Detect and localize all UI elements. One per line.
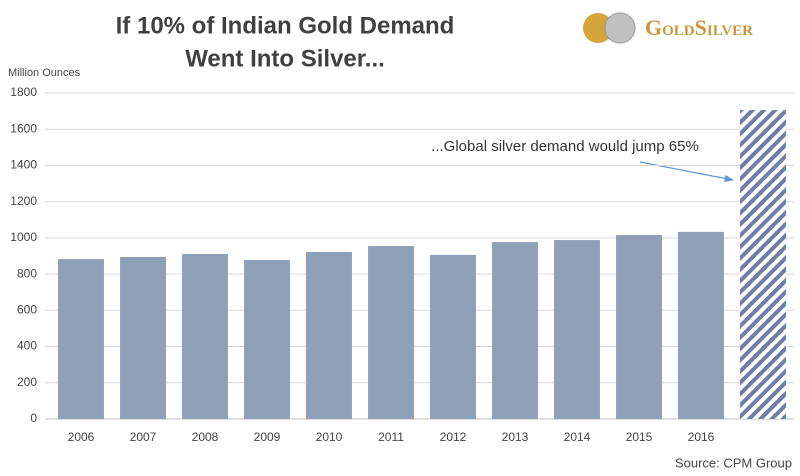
x-tick-label: 2011 (378, 430, 404, 444)
y-tick-label: 1200 (10, 194, 37, 208)
annotation-arrow (639, 161, 735, 182)
bar (678, 231, 724, 419)
y-tick-label: 1000 (10, 230, 37, 244)
y-tick-label: 1800 (10, 85, 37, 99)
y-tick-label: 200 (17, 375, 37, 389)
x-tick-label: 2012 (440, 430, 467, 444)
bar (430, 254, 476, 419)
bar (306, 252, 352, 419)
brand: GoldSilver (645, 15, 753, 40)
bar (244, 259, 290, 419)
y-tick-label: 400 (17, 339, 37, 353)
annotation: ...Global silver demand would jump 65% (431, 138, 699, 155)
x-tick-label: 2009 (254, 430, 281, 444)
x-tick-label: 2016 (688, 430, 715, 444)
silver-coin (604, 12, 636, 44)
y-tick-label: 0 (30, 411, 37, 425)
x-tick-label: 2006 (68, 430, 95, 444)
bar (58, 259, 104, 419)
bar (120, 256, 166, 419)
bar (182, 254, 228, 419)
y-tick-label: 600 (17, 303, 37, 317)
y-tick-label: 1600 (10, 121, 37, 135)
bar (368, 246, 414, 419)
y-tick-label: 1400 (10, 158, 37, 172)
chart-title: Went Into Silver... (185, 45, 385, 72)
bar (492, 242, 538, 419)
x-tick-label: 2010 (316, 430, 343, 444)
bar (740, 110, 786, 419)
x-tick-label: 2007 (130, 430, 157, 444)
gold-coin (583, 13, 613, 43)
bar (554, 240, 600, 419)
source: Source: CPM Group (675, 455, 792, 470)
chart-title: If 10% of Indian Gold Demand (116, 12, 455, 39)
y-axis-label: Million Ounces (8, 67, 81, 79)
x-tick-label: 2013 (502, 430, 529, 444)
x-tick-label: 2014 (564, 430, 591, 444)
x-tick-label: 2008 (192, 430, 219, 444)
logo: GoldSilver (583, 12, 753, 44)
x-tick-label: 2015 (626, 430, 653, 444)
y-tick-label: 800 (17, 266, 37, 280)
bar (616, 234, 662, 419)
